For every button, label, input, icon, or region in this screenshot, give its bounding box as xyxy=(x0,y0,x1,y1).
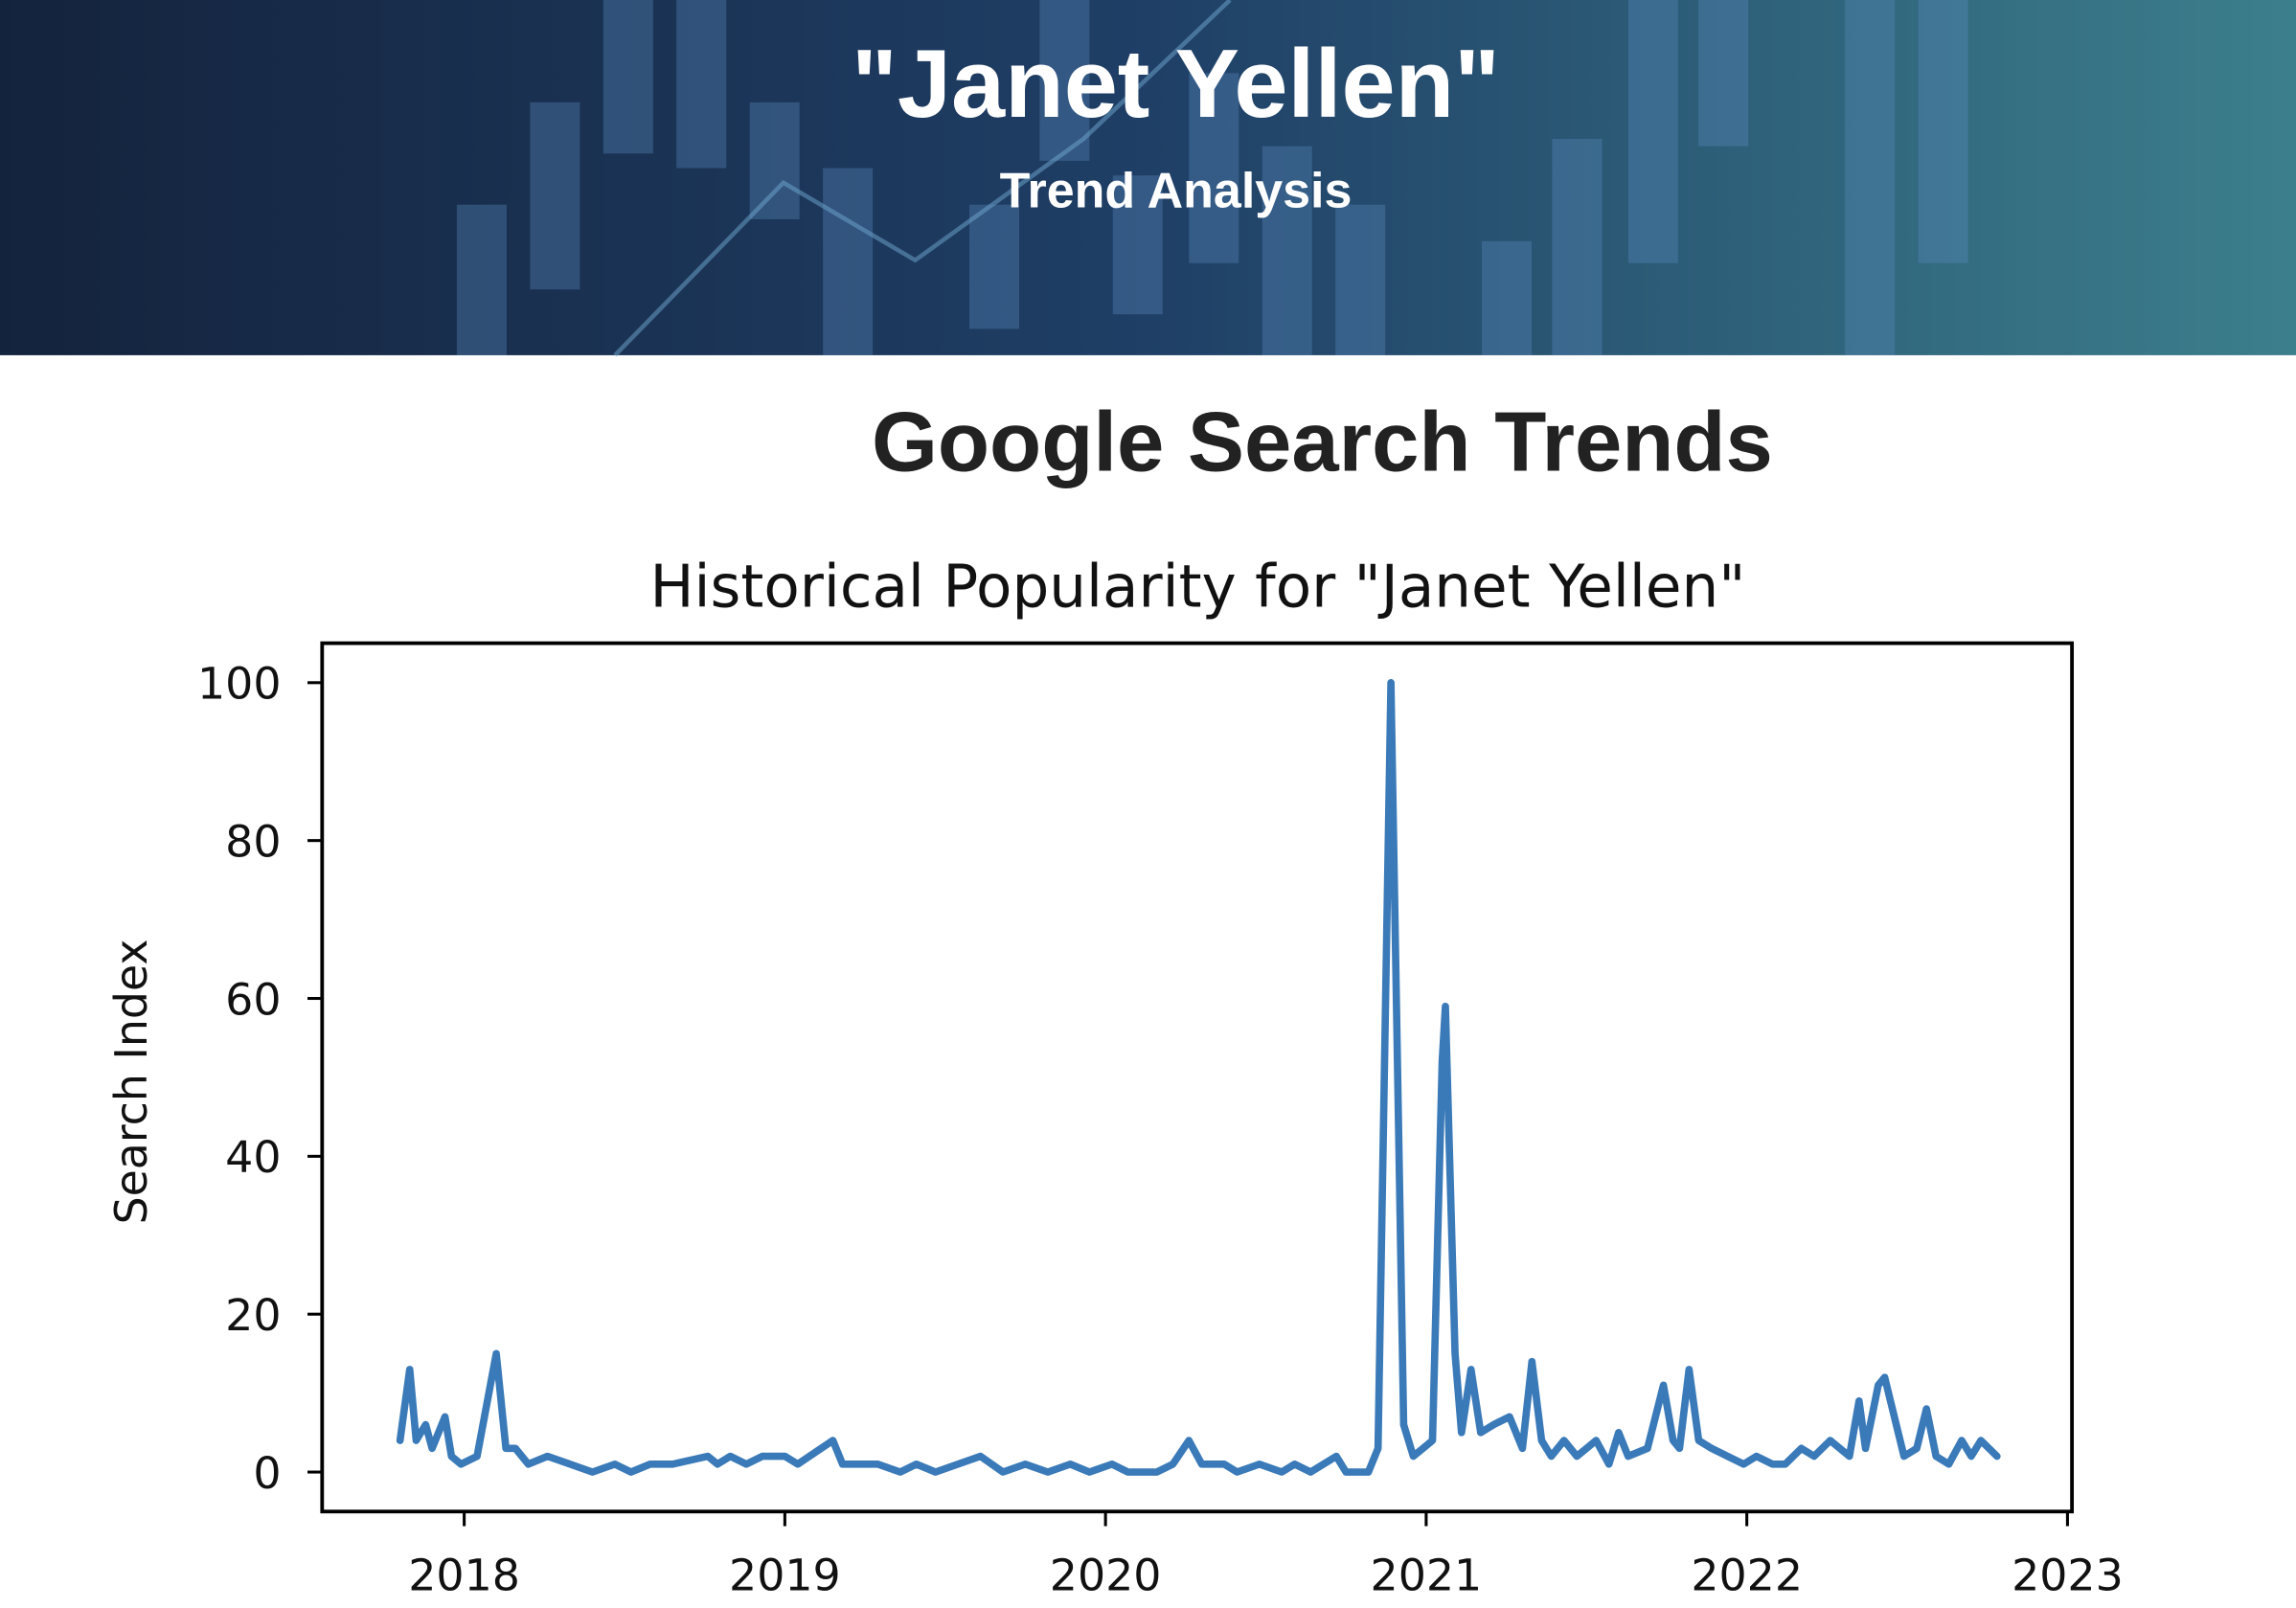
section-title: Google Search Trends xyxy=(872,395,1773,489)
banner-title: "Janet Yellen" xyxy=(852,31,1500,138)
x-tick-label: 2020 xyxy=(1050,1550,1162,1601)
trend-line xyxy=(396,678,2001,1476)
y-tick-label: 0 xyxy=(253,1447,281,1499)
y-axis-label: Search Index xyxy=(105,940,157,1225)
x-tick-label: 2022 xyxy=(1691,1550,1803,1601)
chart-title: Historical Popularity for "Janet Yellen" xyxy=(650,553,1746,621)
y-tick-label: 100 xyxy=(197,658,282,710)
y-tick-label: 60 xyxy=(225,973,281,1025)
y-tick-label: 40 xyxy=(225,1131,281,1183)
plot-frame xyxy=(320,641,2075,1514)
x-tick-label: 2023 xyxy=(2012,1550,2124,1601)
y-tick-label: 80 xyxy=(225,815,281,867)
x-tick-label: 2019 xyxy=(729,1550,841,1601)
banner: "Janet Yellen" Trend Analysis xyxy=(0,0,2296,357)
banner-subtitle: Trend Analysis xyxy=(1000,164,1353,219)
y-tick-label: 20 xyxy=(225,1289,281,1341)
x-tick-label: 2021 xyxy=(1371,1550,1483,1601)
x-tick-label: 2018 xyxy=(408,1550,520,1601)
